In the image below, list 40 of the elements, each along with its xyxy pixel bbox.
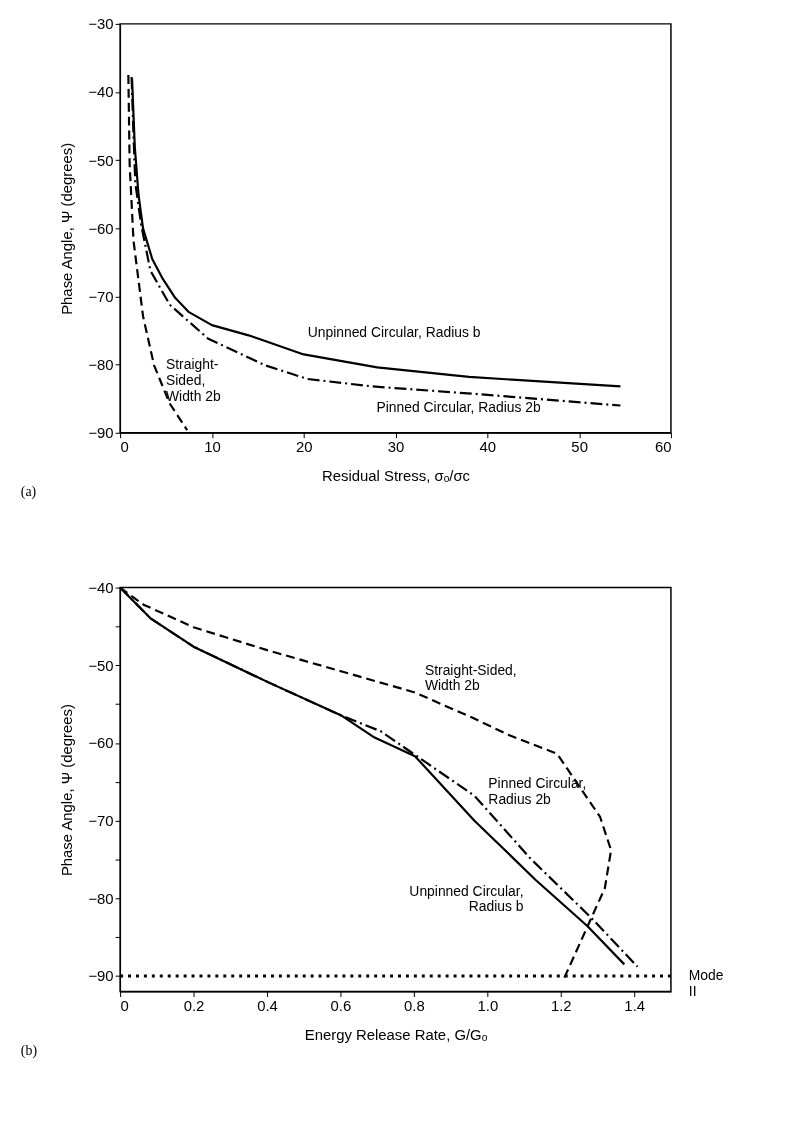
y-tick-label: −40	[88, 580, 114, 597]
y-tick-label: −90	[88, 968, 114, 985]
x-tick-label: 20	[295, 439, 313, 456]
x-tick-label: 1.0	[477, 997, 499, 1014]
series-label: Unpinned Circular, Radius b	[307, 323, 481, 340]
y-tick-label: −50	[88, 657, 114, 674]
series-label: Pinned Circular, Radius 2b	[376, 399, 542, 416]
x-tick-label: 0.4	[257, 997, 278, 1014]
x-tick-label: 60	[654, 439, 672, 456]
x-tick-label: 0	[120, 997, 129, 1014]
y-tick-label: −50	[88, 152, 114, 169]
series-label: Straight-Sided, Width 2b	[424, 661, 517, 694]
y-tick-label: −80	[88, 890, 114, 907]
x-tick-label: 30	[387, 439, 405, 456]
y-tick-label: −60	[88, 220, 114, 237]
ref-line-label: Mode II	[688, 966, 724, 999]
y-axis-title: Phase Angle, Ψ (degrees)	[58, 704, 75, 877]
x-tick-label: 50	[571, 439, 588, 456]
x-axis-title: Residual Stress, σₒ/σc	[322, 467, 471, 484]
x-tick-label: 40	[479, 439, 497, 456]
y-tick-label: −30	[88, 16, 114, 33]
y-tick-label: −70	[88, 288, 114, 305]
x-tick-label: 0.6	[330, 997, 352, 1014]
y-tick-label: −60	[88, 735, 114, 752]
series-label: Straight- Sided, Width 2b	[165, 356, 222, 405]
x-tick-label: 1.2	[550, 997, 572, 1014]
x-tick-label: 10	[204, 439, 221, 456]
y-axis-title: Phase Angle, Ψ (degrees)	[58, 142, 75, 315]
x-tick-label: 0	[120, 439, 129, 456]
series-label: Unpinned Circular, Radius b	[409, 882, 524, 915]
y-tick-label: −40	[88, 84, 114, 101]
text: (b)	[20, 1043, 38, 1060]
x-tick-label: 1.4	[624, 997, 646, 1014]
x-tick-label: 0.8	[404, 997, 425, 1014]
x-tick-label: 0.2	[183, 997, 205, 1014]
y-tick-label: −70	[88, 813, 114, 830]
x-axis-title: Energy Release Rate, G/Gₒ	[304, 1026, 488, 1043]
y-tick-label: −80	[88, 357, 114, 374]
text: (a)	[20, 484, 37, 501]
y-tick-label: −90	[88, 425, 114, 442]
